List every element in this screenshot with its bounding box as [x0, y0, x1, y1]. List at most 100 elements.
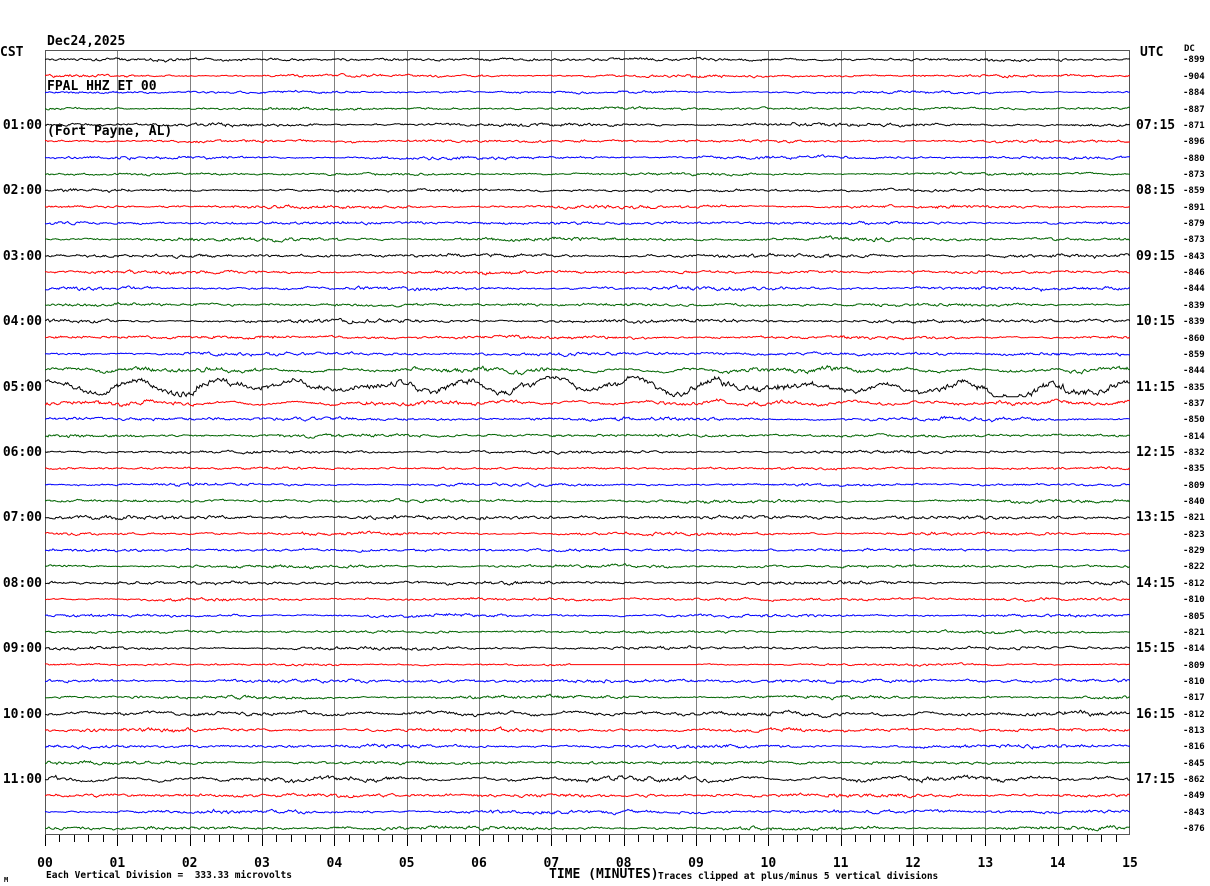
trace-row-40: [45, 709, 1130, 719]
trace-row-6: [45, 154, 1130, 161]
helicorder-plot: [45, 50, 1130, 835]
trace-row-0: [45, 56, 1130, 63]
header-date: Dec24,2025: [47, 34, 126, 49]
dc-offset-value: -821: [1183, 513, 1205, 524]
trace-row-46: [45, 808, 1130, 816]
dc-offset-value: -845: [1183, 758, 1205, 769]
trace-row-1: [45, 72, 1130, 79]
x-axis-ticks: [45, 835, 1117, 846]
utc-time-label: 10:15: [1136, 314, 1176, 330]
utc-time-label: 16:15: [1136, 706, 1176, 722]
header-station: FPAL HHZ ET 00: [47, 79, 157, 94]
dc-offset-value: -810: [1183, 676, 1205, 687]
utc-time-label: 13:15: [1136, 510, 1176, 526]
utc-time-label: 15:15: [1136, 641, 1176, 657]
trace-row-38: [45, 677, 1130, 684]
utc-time-label: 09:15: [1136, 248, 1176, 264]
cst-time-label: 07:00: [2, 510, 42, 526]
trace-row-18: [45, 351, 1130, 358]
trace-row-2: [45, 89, 1130, 95]
trace-row-7: [45, 171, 1130, 177]
dc-offset-value: -810: [1183, 595, 1205, 606]
cst-axis-caption: CST: [0, 45, 24, 60]
dc-offset-value: -843: [1183, 251, 1205, 262]
dc-offset-value: -823: [1183, 529, 1205, 540]
dc-offset-value: -887: [1183, 104, 1205, 115]
dc-axis-caption: DC: [1184, 44, 1195, 54]
trace-row-14: [45, 284, 1130, 293]
dc-offset-value: -816: [1183, 742, 1205, 753]
clip-note: Traces clipped at plus/minus 5 vertical …: [658, 871, 939, 882]
dc-offset-value: -860: [1183, 333, 1205, 344]
cst-time-label: 01:00: [2, 117, 42, 133]
dc-offset-value: -859: [1183, 186, 1205, 197]
x-tick-label: 03: [254, 856, 270, 871]
trace-row-32: [45, 580, 1130, 586]
dc-offset-value: -843: [1183, 807, 1205, 818]
x-axis: [45, 835, 1130, 857]
x-tick-label: 10: [760, 856, 777, 871]
trace-row-39: [45, 693, 1130, 701]
dc-offset-value: -876: [1183, 824, 1205, 835]
dc-offset-value: -904: [1183, 71, 1205, 82]
dc-offset-value: -899: [1183, 55, 1205, 66]
dc-offset-value: -840: [1183, 497, 1205, 508]
utc-time-label: 11:15: [1136, 379, 1176, 395]
x-tick-label: 07: [543, 856, 560, 871]
trace-row-8: [45, 187, 1130, 194]
trace-row-29: [45, 530, 1130, 537]
cst-time-label: 09:00: [2, 641, 42, 657]
dc-offset-value: -832: [1183, 447, 1205, 458]
utc-time-label: 07:15: [1136, 117, 1176, 133]
dc-offset-value: -871: [1183, 120, 1205, 131]
x-tick-label: 06: [471, 856, 487, 871]
x-tick-label: 13: [977, 856, 994, 871]
cst-time-label: 03:00: [2, 248, 42, 264]
trace-row-45: [45, 792, 1130, 799]
dc-offset-value: -835: [1183, 382, 1205, 393]
trace-row-23: [45, 432, 1130, 439]
utc-axis-caption: UTC: [1140, 45, 1164, 60]
trace-row-27: [45, 498, 1130, 505]
dc-offset-value: -839: [1183, 317, 1205, 328]
cst-time-label: 10:00: [2, 706, 42, 722]
trace-row-28: [45, 514, 1130, 521]
scale-note: Each Vertical Division = 333.33 microvol…: [46, 870, 292, 881]
trace-row-33: [45, 596, 1130, 603]
cst-time-label: 11:00: [2, 772, 42, 788]
dc-offset-value: -839: [1183, 300, 1205, 311]
dc-offset-value: -844: [1183, 284, 1205, 295]
x-tick-label: 04: [326, 856, 343, 871]
dc-offset-value: -859: [1183, 349, 1205, 360]
utc-time-label: 08:15: [1136, 183, 1176, 199]
dc-offset-value: -809: [1183, 480, 1205, 491]
dc-offset-value: -879: [1183, 219, 1205, 230]
dc-offset-value: -849: [1183, 791, 1205, 802]
dc-offset-value: -809: [1183, 660, 1205, 671]
trace-row-9: [45, 203, 1130, 210]
trace-row-47: [45, 824, 1130, 832]
trace-row-44: [45, 774, 1130, 784]
dc-offset-value: -896: [1183, 137, 1205, 148]
trace-row-31: [45, 562, 1130, 570]
cst-time-label: 04:00: [2, 314, 42, 330]
trace-row-10: [45, 220, 1130, 226]
utc-time-label: 14:15: [1136, 575, 1176, 591]
dc-offset-value: -812: [1183, 578, 1205, 589]
x-tick-label: 15: [1122, 856, 1138, 871]
trace-row-43: [45, 759, 1130, 766]
trace-row-35: [45, 629, 1130, 635]
trace-row-42: [45, 743, 1130, 750]
x-tick-label: 14: [1049, 856, 1066, 871]
x-tick-label: 00: [37, 856, 53, 871]
dc-offset-value: -821: [1183, 627, 1205, 638]
trace-row-30: [45, 547, 1130, 553]
trace-row-20: [45, 375, 1130, 398]
x-tick-label: 11: [832, 856, 849, 871]
dc-offset-value: -884: [1183, 88, 1205, 99]
trace-row-21: [45, 398, 1130, 408]
x-tick-label: 12: [905, 856, 921, 871]
dc-offset-value: -817: [1183, 693, 1205, 704]
trace-row-22: [45, 415, 1130, 423]
